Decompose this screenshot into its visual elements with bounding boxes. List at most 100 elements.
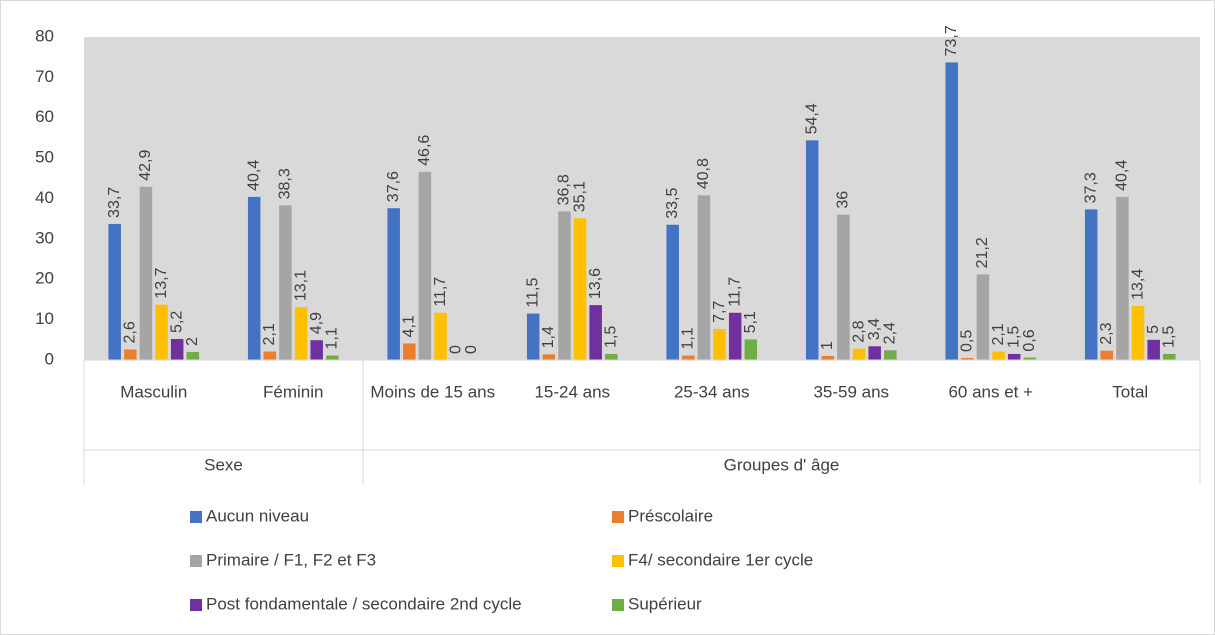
legend-swatch: [190, 599, 202, 611]
value-label: 38,3: [277, 168, 294, 199]
value-label: 5,2: [168, 311, 185, 333]
value-label: 2,6: [122, 321, 139, 343]
value-label: 3,4: [866, 318, 883, 340]
value-label: 2,3: [1098, 322, 1115, 344]
value-label: 33,7: [106, 187, 123, 218]
legend-label: Primaire / F1, F2 et F3: [206, 550, 376, 569]
bar: [992, 351, 1005, 360]
value-label: 2: [184, 337, 201, 346]
value-label: 11,7: [432, 277, 449, 307]
bar: [434, 312, 447, 360]
bar: [852, 348, 866, 360]
y-tick-label: 80: [35, 26, 54, 45]
value-label: 40,4: [245, 160, 262, 191]
legend-swatch: [190, 555, 202, 567]
value-label: 37,3: [1082, 172, 1099, 203]
value-label: 2,8: [850, 320, 867, 342]
value-label: 37,6: [385, 171, 402, 202]
bar: [961, 357, 974, 360]
value-label: 5,1: [742, 311, 759, 333]
y-tick-label: 70: [35, 67, 54, 86]
value-label: 1,1: [324, 327, 341, 349]
value-label: 7,7: [711, 301, 728, 323]
legend-label: Aucun niveau: [206, 506, 309, 525]
bar: [976, 274, 990, 360]
bar: [837, 214, 850, 360]
value-label: 1,5: [1161, 326, 1178, 348]
legend-label: Post fondamentale / secondaire 2nd cycle: [206, 594, 522, 613]
bar: [186, 351, 200, 360]
bar: [682, 355, 695, 360]
x-tick-label: Masculin: [120, 382, 187, 401]
bar: [247, 196, 261, 360]
bar: [310, 340, 323, 360]
bar: [139, 186, 153, 360]
value-label: 13,1: [292, 270, 309, 301]
value-label: 11,5: [524, 278, 541, 308]
bar: [666, 224, 679, 360]
bar: [821, 355, 835, 360]
y-tick-label: 20: [35, 269, 54, 288]
y-tick-label: 0: [45, 349, 54, 368]
value-label: 13,6: [587, 268, 604, 299]
x-tick-label: Moins de 15 ans: [370, 382, 495, 401]
value-label: 54,4: [803, 103, 820, 134]
value-label: 2,4: [882, 322, 899, 344]
bar: [728, 312, 742, 360]
legend-swatch: [612, 511, 624, 523]
legend-label: Préscolaire: [628, 506, 713, 525]
bar: [326, 355, 339, 360]
bar: [1163, 353, 1176, 360]
legend-swatch: [190, 511, 202, 523]
bar: [1084, 209, 1098, 360]
bar: [170, 339, 184, 360]
y-tick-label: 50: [35, 148, 54, 167]
value-label: 4,9: [308, 312, 325, 334]
value-label: 73,7: [943, 25, 960, 56]
value-label: 13,7: [153, 267, 170, 298]
value-label: 5: [1145, 325, 1162, 334]
value-label: 1,4: [540, 326, 557, 348]
value-label: 33,5: [664, 188, 681, 219]
value-label: 42,9: [137, 150, 154, 181]
bar: [108, 223, 121, 360]
bar: [605, 353, 618, 360]
value-label: 13,4: [1129, 269, 1146, 300]
value-label: 40,8: [695, 158, 712, 189]
value-label: 0,5: [959, 330, 976, 352]
legend-label: Supérieur: [628, 594, 702, 613]
value-label: 0: [463, 345, 480, 354]
bar: [1147, 339, 1160, 360]
value-label: 36: [835, 191, 852, 209]
bar: [558, 211, 571, 360]
x-tick-label: 15-24 ans: [534, 382, 610, 401]
value-label: 4,1: [401, 315, 418, 337]
bar: [418, 171, 432, 360]
value-label: 1,1: [680, 327, 697, 349]
bar: [884, 350, 897, 360]
bar: [279, 205, 292, 360]
legend-swatch: [612, 555, 624, 567]
bar: [697, 195, 711, 360]
bar: [387, 208, 400, 360]
y-tick-label: 10: [35, 309, 54, 328]
value-label: 1: [819, 341, 836, 350]
value-label: 46,6: [416, 135, 433, 166]
bar: [294, 307, 308, 360]
value-label: 2,1: [990, 323, 1007, 345]
x-tick-label: Féminin: [263, 382, 323, 401]
bar: [124, 349, 137, 360]
value-label: 40,4: [1114, 160, 1131, 191]
legend-swatch: [612, 599, 624, 611]
value-label: 1,5: [603, 326, 620, 348]
bar: [744, 339, 758, 360]
legend-label: F4/ secondaire 1er cycle: [628, 550, 813, 569]
value-label: 0,6: [1021, 329, 1038, 351]
bar: [542, 354, 556, 360]
value-label: 21,2: [974, 237, 991, 268]
bar: [805, 140, 819, 360]
y-tick-label: 40: [35, 188, 54, 207]
bar: [263, 351, 277, 360]
bar: [713, 328, 726, 360]
